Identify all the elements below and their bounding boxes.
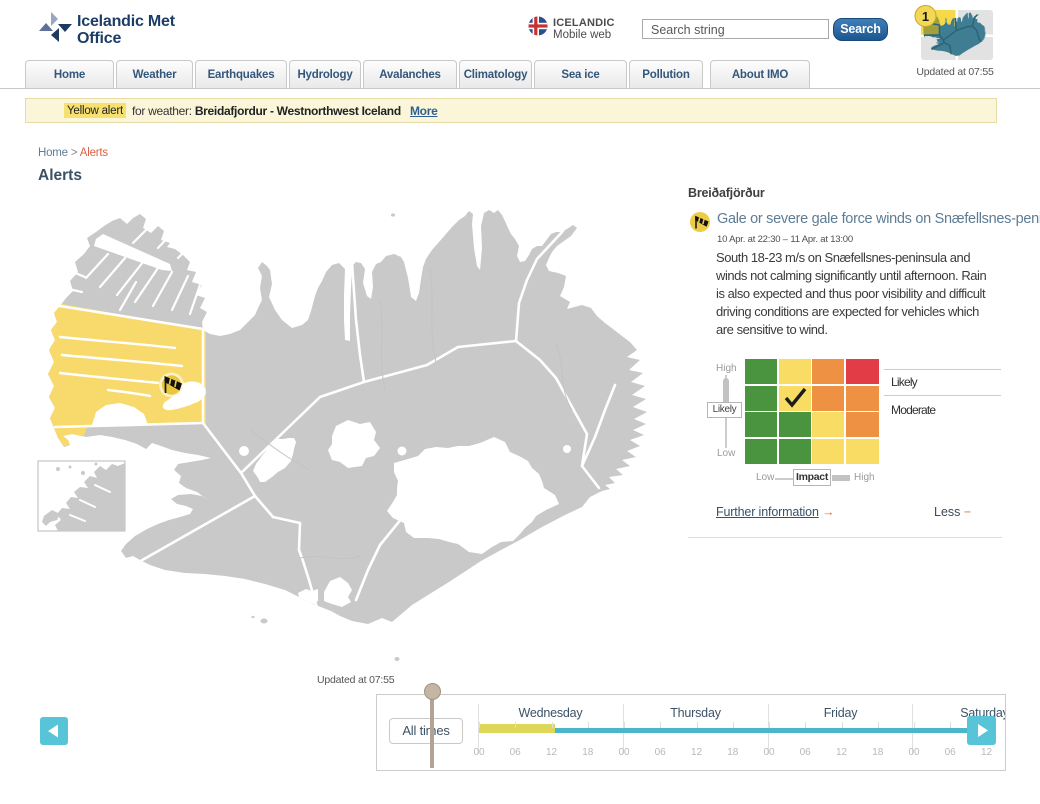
svg-text:1: 1	[922, 9, 929, 24]
